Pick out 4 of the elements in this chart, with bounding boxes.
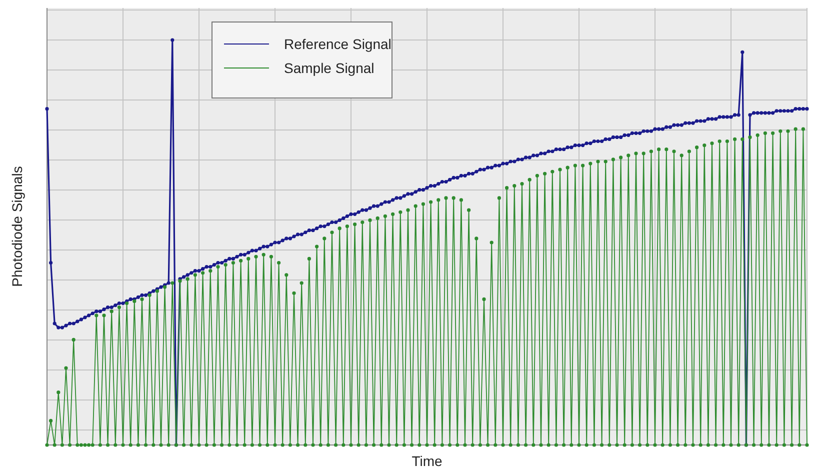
legend-label: Sample Signal bbox=[284, 60, 374, 76]
y-axis-title: Photodiode Signals bbox=[9, 166, 25, 287]
legend-label: Reference Signal bbox=[284, 36, 392, 52]
x-axis-title: Time bbox=[412, 453, 443, 469]
